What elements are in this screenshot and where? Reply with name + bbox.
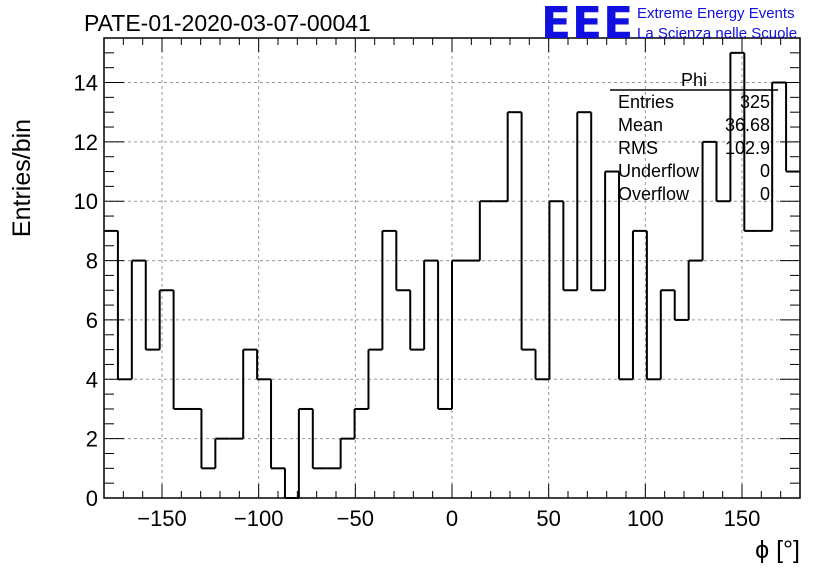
y-tick-label: 10 [74,189,98,214]
y-tick-label: 14 [74,71,98,96]
stats-row-value: 0 [759,184,770,204]
brand-line-2: La Scienza nelle Scuole [637,25,798,42]
stats-box: Phi Entries 325 Mean 36.68 RMS 102.9 Underflow… [610,70,778,210]
stats-row-label: Overflow [618,184,690,204]
x-tick-label: 150 [724,506,761,531]
y-tick-label: 12 [74,130,98,155]
y-tick-label: 6 [86,308,98,333]
stats-row-value: 0 [759,161,770,181]
stats-row-label: Mean [618,115,664,135]
y-tick-label: 4 [86,367,98,392]
tick-labels: −150 −100 −50 0 50 100 150 0 2 4 6 8 10 12 14 [74,71,761,531]
stats-title: Phi [680,70,707,90]
stats-row-value: 325 [739,92,770,112]
x-axis-label: ϕ [°] [755,536,800,564]
chart-title: PATE-01-2020-03-07-00041 [84,10,371,36]
stats-row-label: Entries [618,92,675,112]
y-tick-label: 8 [86,249,98,274]
stats-row: Overflow 0 [618,184,770,206]
y-tick-label: 2 [86,427,98,452]
x-tick-label: −50 [337,506,374,531]
x-tick-label: −100 [234,506,284,531]
x-tick-label: 0 [446,506,458,531]
eee-logo: EEE [541,0,635,49]
stats-row: Underflow 0 [618,161,770,183]
x-tick-label: 100 [627,506,664,531]
stats-row-value: 36.68 [724,115,770,135]
stats-row: RMS 102.9 [618,138,770,160]
y-axis-label: Entries/bin [8,119,36,237]
histogram-bars [104,51,800,499]
x-tick-label: 50 [536,506,560,531]
stats-row: Entries 325 [618,92,770,114]
stats-row: Mean 36.68 [618,115,770,137]
y-tick-label: 0 [86,486,98,511]
stats-row-label: RMS [618,138,658,158]
x-tick-label: −150 [137,506,187,531]
brand-line-1: Extreme Energy Events [637,5,795,22]
stats-row-value: 102.9 [724,138,770,158]
ticks [103,37,801,499]
stats-row-label: Underflow [618,161,700,181]
